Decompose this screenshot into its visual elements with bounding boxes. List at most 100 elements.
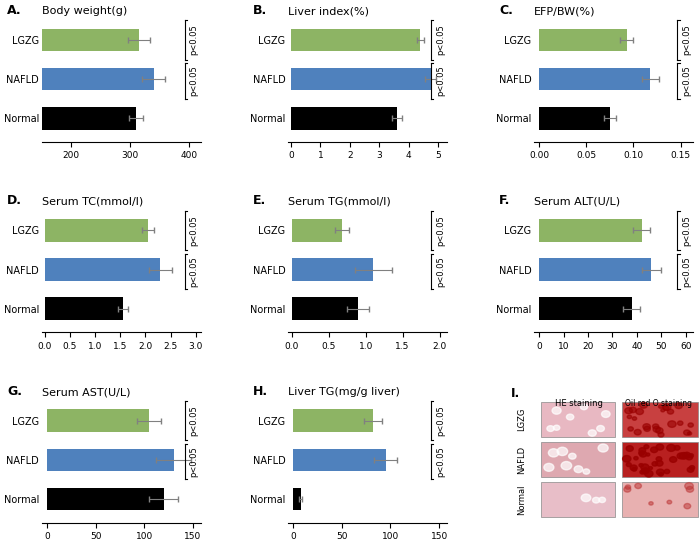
Circle shape — [566, 414, 574, 420]
Text: LGZG: LGZG — [517, 408, 526, 432]
Circle shape — [629, 407, 636, 412]
Bar — [45, 258, 160, 281]
Circle shape — [656, 444, 664, 450]
Circle shape — [652, 424, 659, 429]
Text: p<0.05: p<0.05 — [682, 256, 691, 287]
Circle shape — [650, 447, 658, 453]
Circle shape — [656, 456, 662, 461]
Circle shape — [640, 402, 648, 408]
Text: NAFLD: NAFLD — [517, 446, 526, 474]
Text: I.: I. — [510, 387, 519, 400]
Circle shape — [642, 468, 649, 474]
Bar — [291, 107, 397, 130]
Text: p<0.05: p<0.05 — [682, 25, 691, 56]
Circle shape — [689, 454, 694, 458]
Bar — [540, 482, 615, 518]
Circle shape — [643, 424, 650, 430]
Bar — [292, 219, 342, 241]
Bar — [540, 402, 615, 437]
Circle shape — [657, 469, 664, 475]
Circle shape — [684, 430, 690, 435]
Circle shape — [636, 409, 643, 415]
Text: p<0.05: p<0.05 — [190, 25, 199, 56]
Circle shape — [632, 468, 636, 471]
Circle shape — [626, 463, 631, 466]
Bar — [0, 107, 136, 130]
Text: HE staining: HE staining — [554, 399, 603, 408]
Circle shape — [553, 425, 560, 430]
Circle shape — [688, 423, 694, 427]
Text: p<0.05: p<0.05 — [190, 405, 199, 436]
Circle shape — [639, 448, 645, 453]
Text: p<0.05: p<0.05 — [190, 447, 199, 477]
Text: p<0.05: p<0.05 — [436, 256, 445, 287]
Bar — [45, 298, 122, 320]
Bar — [293, 449, 386, 471]
Bar — [291, 68, 430, 90]
Circle shape — [547, 426, 554, 431]
Circle shape — [630, 465, 637, 471]
Circle shape — [639, 464, 643, 467]
Circle shape — [625, 485, 631, 489]
Text: H.: H. — [253, 385, 268, 398]
Circle shape — [544, 464, 554, 471]
Circle shape — [667, 500, 672, 504]
Circle shape — [685, 483, 693, 490]
Circle shape — [677, 453, 685, 459]
Text: Liver TG(mg/g liver): Liver TG(mg/g liver) — [288, 387, 400, 397]
Text: Serum ALT(U/L): Serum ALT(U/L) — [534, 197, 620, 207]
Circle shape — [640, 470, 645, 474]
Circle shape — [583, 469, 589, 474]
Circle shape — [668, 421, 676, 427]
Bar — [47, 409, 149, 432]
Circle shape — [548, 449, 559, 457]
Circle shape — [626, 446, 634, 452]
Circle shape — [686, 486, 694, 492]
Circle shape — [656, 428, 663, 433]
Bar — [539, 258, 652, 281]
Text: A.: A. — [7, 4, 22, 17]
Circle shape — [659, 472, 663, 476]
Text: p<0.05: p<0.05 — [436, 447, 445, 477]
Circle shape — [596, 426, 604, 432]
Text: B.: B. — [253, 4, 267, 17]
Bar — [47, 449, 174, 471]
Circle shape — [684, 503, 691, 509]
Text: p<0.05: p<0.05 — [190, 65, 199, 96]
Bar — [0, 68, 154, 90]
Circle shape — [687, 467, 694, 472]
Circle shape — [667, 409, 673, 414]
Circle shape — [646, 453, 650, 456]
Circle shape — [580, 404, 587, 410]
Circle shape — [680, 453, 688, 459]
Bar — [293, 488, 301, 510]
Circle shape — [638, 451, 644, 455]
Bar — [622, 442, 698, 477]
Circle shape — [661, 409, 665, 412]
Text: p<0.05: p<0.05 — [436, 215, 445, 246]
Circle shape — [649, 466, 652, 470]
Bar — [292, 298, 358, 320]
Text: p<0.05: p<0.05 — [436, 25, 445, 56]
Text: p<0.05: p<0.05 — [682, 215, 691, 246]
Text: p<0.05: p<0.05 — [190, 215, 199, 246]
Circle shape — [640, 464, 649, 470]
Bar — [540, 442, 615, 477]
Text: Serum TC(mmol/l): Serum TC(mmol/l) — [42, 197, 144, 207]
Circle shape — [652, 461, 657, 466]
Circle shape — [622, 455, 631, 462]
Circle shape — [653, 426, 660, 432]
Text: C.: C. — [499, 4, 513, 17]
Text: E.: E. — [253, 194, 267, 207]
Circle shape — [557, 447, 568, 455]
Circle shape — [649, 502, 653, 505]
Circle shape — [687, 432, 692, 435]
Circle shape — [632, 417, 637, 420]
Circle shape — [645, 470, 653, 477]
Text: Serum TG(mmol/l): Serum TG(mmol/l) — [288, 197, 391, 207]
Circle shape — [561, 461, 572, 470]
Bar — [539, 68, 650, 90]
Circle shape — [568, 453, 576, 459]
Circle shape — [588, 430, 596, 436]
Circle shape — [678, 421, 683, 425]
